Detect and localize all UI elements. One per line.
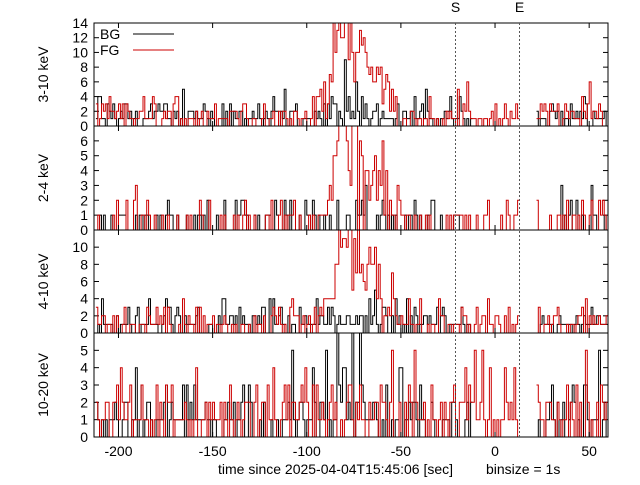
x-tick-label: 50 [581, 443, 597, 459]
y-tick-label: 0 [80, 325, 88, 341]
legend-label-FG: FG [100, 42, 119, 58]
y-tick-label: 8 [80, 59, 88, 75]
y-tick-label: 8 [80, 256, 88, 272]
y-tick-label: 6 [80, 74, 88, 90]
panel-10-20-keV: 01 234 5 10-20 keV [35, 332, 609, 445]
marker-label-S: S [451, 0, 460, 15]
y-tick-label: 4 [80, 163, 88, 179]
y-axis-title: 10-20 keV [35, 352, 51, 416]
y-tick-label: 0 [80, 222, 88, 238]
panel-frame [93, 125, 609, 231]
series-fg [95, 125, 608, 231]
y-tick-label: 1 [80, 207, 88, 223]
legend-label-BG: BG [100, 26, 120, 42]
y-tick-label: 6 [80, 133, 88, 149]
y-tick-label: 3 [80, 377, 88, 393]
x-tick-label: 0 [491, 443, 499, 459]
y-tick-label: 4 [80, 89, 88, 105]
binsize-label: binsize = 1s [486, 461, 560, 477]
y-tick-label: 6 [80, 274, 88, 290]
y-axis-title: 4-10 keV [35, 253, 51, 310]
y-tick-label: 14 [72, 15, 88, 31]
y-tick-label: 5 [80, 148, 88, 164]
series-fg [95, 229, 608, 334]
marker-label-E: E [515, 0, 524, 15]
y-tick-label: 2 [80, 394, 88, 410]
series-bg [95, 289, 608, 334]
y-tick-label: 3 [80, 177, 88, 193]
panel-frame [93, 22, 609, 127]
y-tick-label: 10 [72, 239, 88, 255]
y-tick-label: 2 [80, 103, 88, 119]
y-tick-label: 4 [80, 291, 88, 307]
series-fg [95, 22, 608, 127]
y-tick-label: 12 [72, 30, 88, 46]
y-tick-label: 0 [80, 118, 88, 134]
x-tick-label: -150 [199, 443, 227, 459]
y-tick-label: 1 [80, 412, 88, 428]
y-tick-label: 2 [80, 192, 88, 208]
x-tick-label: -50 [391, 443, 411, 459]
x-axis-title: time since 2025-04-04T15:45:06 [sec] [218, 461, 453, 477]
y-tick-label: 0 [80, 429, 88, 445]
y-axis-title: 3-10 keV [35, 46, 51, 103]
panel-frame [93, 332, 609, 438]
x-axis: -200 -150 -100 -50 0 50 [104, 443, 597, 459]
y-axis-title: 2-4 keV [35, 153, 51, 202]
x-tick-label: -200 [104, 443, 132, 459]
y-tick-label: 10 [72, 44, 88, 60]
y-tick-label: 2 [80, 308, 88, 324]
y-tick-label: 5 [80, 342, 88, 358]
x-tick-label: -100 [293, 443, 321, 459]
series-bg [95, 184, 608, 231]
y-tick-label: 4 [80, 360, 88, 376]
